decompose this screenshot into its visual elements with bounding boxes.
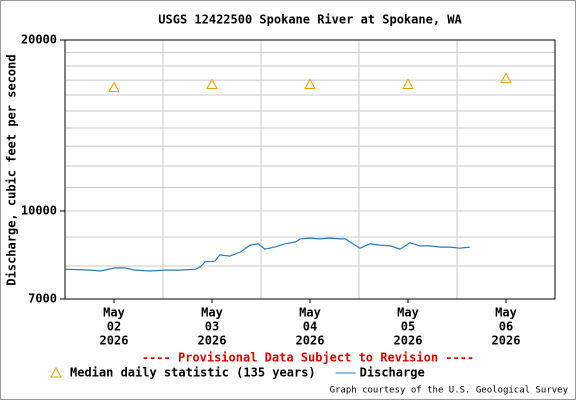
plot-border [64, 39, 556, 300]
x-tick-label: May [103, 306, 125, 320]
chart-title: USGS 12422500 Spokane River at Spokane, … [158, 13, 462, 27]
median-marker [206, 78, 218, 89]
median-marker [108, 81, 120, 92]
legend-label: Median daily statistic (135 years) [70, 366, 316, 380]
x-tick-label: 02 [107, 320, 121, 334]
credit: Graph courtesy of the U.S. Geological Su… [330, 386, 569, 396]
discharge-line [64, 237, 470, 272]
x-tick-label: 2026 [296, 334, 325, 348]
median-marker [402, 78, 414, 89]
y-tick-label: 20000 [21, 33, 57, 47]
median-marker [500, 72, 512, 84]
x-tick-label: May [495, 306, 517, 320]
x-tick-label: 2026 [198, 334, 227, 348]
median-marker [304, 78, 316, 89]
x-tick-label: May [397, 306, 419, 320]
notice: ---- Provisional Data Subject to Revisio… [142, 351, 474, 365]
x-tick-label: May [201, 306, 223, 320]
x-tick-label: 05 [401, 320, 415, 334]
x-tick-label: May [299, 306, 321, 320]
y-tick-label: 7000 [28, 292, 57, 306]
y-axis-label: Discharge, cubic feet per second [5, 54, 19, 285]
x-tick-label: 2026 [492, 334, 521, 348]
x-tick-label: 03 [205, 320, 219, 334]
legend-label: Discharge [360, 366, 425, 380]
y-tick-label: 10000 [21, 204, 57, 218]
x-tick-label: 2026 [394, 334, 423, 348]
median-marker [50, 366, 62, 378]
x-tick-label: 2026 [100, 334, 129, 348]
x-tick-label: 06 [499, 320, 513, 334]
x-tick-label: 04 [303, 320, 317, 334]
